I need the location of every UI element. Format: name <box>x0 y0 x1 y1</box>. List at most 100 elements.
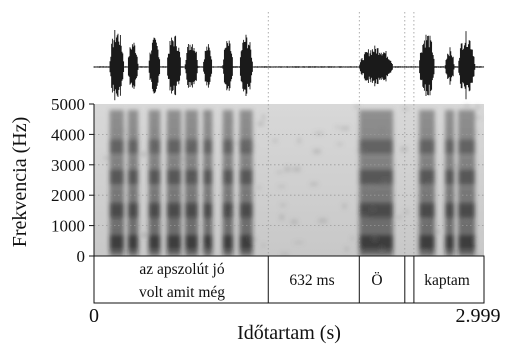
noise-speck <box>279 203 287 207</box>
formant-band <box>419 139 435 154</box>
noise-speck <box>336 142 343 146</box>
noise-speck <box>473 116 482 119</box>
noise-speck <box>182 247 188 252</box>
noise-speck <box>464 104 470 108</box>
formant-band <box>127 203 139 218</box>
noise-speck <box>428 180 436 185</box>
noise-speck <box>404 209 409 215</box>
formant-band <box>222 235 234 250</box>
noise-speck <box>417 253 425 257</box>
formant-band <box>222 203 234 218</box>
waveform-trace <box>93 30 485 101</box>
y-axis-ticks: 0 1000 2000 3000 4000 5000 <box>51 95 94 266</box>
formant-band <box>127 169 139 184</box>
formant-band <box>109 203 124 218</box>
noise-speck <box>273 138 278 143</box>
formant-band <box>185 203 199 218</box>
segment-label-1-line-1: az apszolút jó <box>139 261 224 278</box>
formant-band <box>359 139 394 154</box>
noise-speck <box>371 206 375 212</box>
formant-band <box>222 169 234 184</box>
segment-label-1-line-2: volt amit még <box>139 284 225 301</box>
noise-speck <box>261 114 266 120</box>
formant-band <box>458 139 476 154</box>
formant-band <box>359 203 394 218</box>
noise-speck <box>474 131 478 134</box>
formant-band <box>148 203 161 218</box>
noise-speck <box>379 128 384 134</box>
formant-band <box>458 203 476 218</box>
formant-band <box>419 203 435 218</box>
noise-speck <box>284 166 291 173</box>
noise-speck <box>140 232 149 238</box>
noise-speck <box>181 157 186 161</box>
noise-speck <box>190 177 195 180</box>
noise-speck <box>257 121 264 127</box>
x-axis-end-label: 2.999 <box>456 305 501 327</box>
noise-speck <box>148 149 156 154</box>
spectrogram-panel <box>93 104 484 257</box>
x-axis-start-label: 0 <box>89 305 99 327</box>
noise-speck <box>292 166 301 172</box>
segment-label-o: Ö <box>371 272 382 289</box>
formant-band <box>203 203 213 218</box>
formant-band <box>239 169 253 184</box>
frequency-gridlines <box>94 133 484 227</box>
formant-band <box>419 169 435 184</box>
x-axis-label: Időtartam (s) <box>237 322 341 344</box>
segment-label-pause: 632 ms <box>289 272 334 289</box>
noise-speck <box>418 195 422 200</box>
noise-speck <box>187 186 195 191</box>
noise-speck <box>248 236 257 242</box>
formant-band <box>109 235 124 250</box>
formant-band <box>166 169 182 184</box>
segmentation-tier: az apszolút jó volt amit még 632 ms Ö ka… <box>93 12 485 304</box>
noise-speck <box>207 198 214 203</box>
noise-speck <box>110 223 120 227</box>
formant-band <box>239 203 253 218</box>
formant-band <box>166 139 182 154</box>
noise-speck <box>151 129 157 134</box>
noise-speck <box>310 182 318 186</box>
formant-band <box>445 139 455 154</box>
noise-speck <box>475 253 480 256</box>
waveform-panel <box>93 30 485 101</box>
noise-speck <box>276 171 283 174</box>
spectrogram-energy <box>103 104 482 257</box>
noise-speck <box>228 210 236 217</box>
noise-speck <box>208 122 212 126</box>
formant-band <box>445 203 455 218</box>
noise-speck <box>350 236 355 240</box>
noise-speck <box>356 148 365 153</box>
noise-speck <box>475 104 480 110</box>
noise-speck <box>256 186 262 189</box>
y-tick-label: 4000 <box>51 125 85 144</box>
formant-band <box>445 235 455 250</box>
formant-band <box>203 139 213 154</box>
noise-speck <box>294 241 304 244</box>
segment-boundaries <box>267 12 415 303</box>
formant-band <box>445 169 455 184</box>
formant-band <box>148 169 161 184</box>
noise-speck <box>381 178 390 185</box>
noise-speck <box>297 137 301 144</box>
noise-speck <box>402 107 409 111</box>
y-tick-label: 0 <box>77 247 86 266</box>
noise-speck <box>226 119 234 123</box>
noise-speck <box>421 248 428 253</box>
noise-speck <box>121 128 126 133</box>
noise-speck <box>140 151 147 157</box>
noise-speck <box>318 218 327 224</box>
noise-speck <box>245 141 251 148</box>
noise-speck <box>249 145 256 148</box>
formant-band <box>359 235 394 250</box>
noise-speck <box>279 214 285 221</box>
noise-speck <box>314 131 323 136</box>
tier-box <box>93 255 485 304</box>
formant-band <box>109 139 124 154</box>
noise-speck <box>131 136 140 139</box>
formant-band <box>222 139 234 154</box>
noise-speck <box>312 148 321 154</box>
formant-band <box>166 235 182 250</box>
